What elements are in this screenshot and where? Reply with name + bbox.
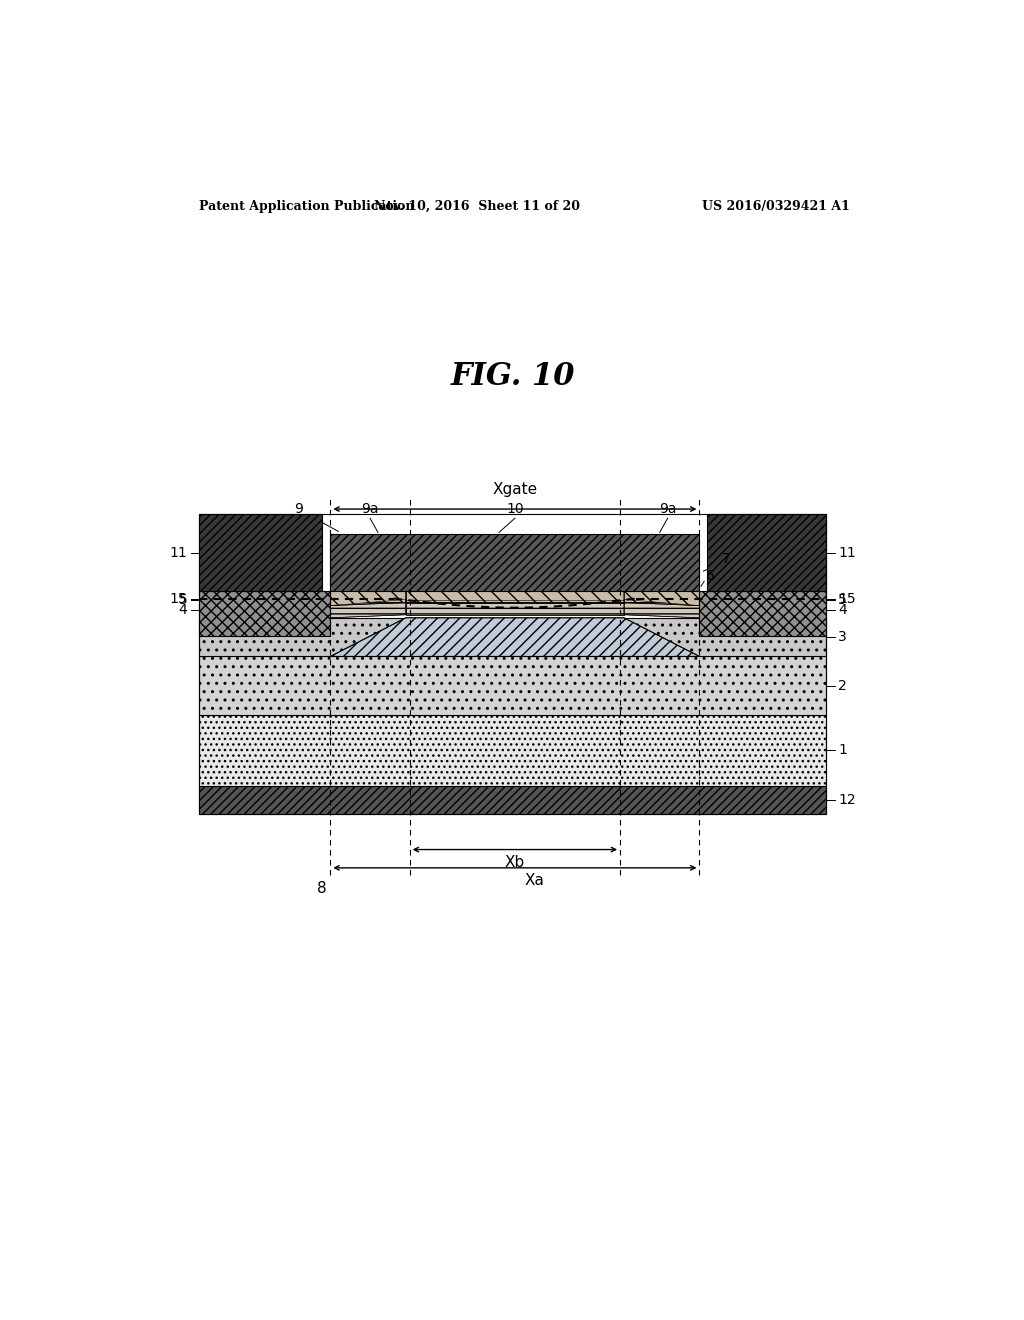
Text: Xa: Xa [524, 873, 545, 888]
Bar [200, 785, 826, 814]
Bar [200, 591, 331, 636]
Bar [200, 591, 331, 606]
Text: 9: 9 [294, 502, 303, 516]
Bar [699, 591, 826, 636]
Bar [406, 585, 624, 602]
Bar [708, 513, 826, 591]
Text: 5: 5 [839, 593, 847, 606]
Bar [200, 618, 826, 656]
Bar [708, 513, 826, 591]
Polygon shape [624, 585, 699, 606]
Text: Xgate: Xgate [493, 482, 538, 496]
Bar [200, 606, 331, 618]
Text: 5: 5 [179, 593, 187, 606]
Text: 2: 2 [839, 678, 847, 693]
Bar [200, 591, 331, 606]
Text: 11: 11 [839, 545, 856, 560]
Text: 11: 11 [170, 545, 187, 560]
Bar [699, 591, 826, 606]
Text: 15: 15 [839, 591, 856, 606]
Text: 7: 7 [722, 552, 730, 566]
Bar [200, 618, 826, 656]
Bar [699, 591, 826, 636]
Bar [331, 535, 699, 591]
Bar [200, 785, 826, 814]
Bar [200, 515, 826, 814]
Text: 8: 8 [316, 880, 327, 896]
Bar [200, 715, 826, 785]
Text: 6: 6 [706, 569, 715, 583]
Bar [331, 535, 699, 591]
Text: 4: 4 [179, 603, 187, 616]
Text: US 2016/0329421 A1: US 2016/0329421 A1 [702, 199, 850, 213]
Bar [406, 599, 624, 615]
Bar [200, 656, 826, 715]
Text: 9a: 9a [658, 502, 677, 516]
Polygon shape [331, 585, 406, 606]
Bar [406, 585, 624, 602]
Bar [200, 591, 331, 636]
Text: 1: 1 [839, 743, 847, 758]
Bar [406, 599, 624, 615]
Bar [699, 591, 826, 606]
Bar [699, 606, 826, 618]
Text: Patent Application Publication: Patent Application Publication [200, 199, 415, 213]
Polygon shape [624, 599, 699, 618]
Text: 9a: 9a [361, 502, 379, 516]
Bar [200, 606, 331, 618]
Bar [699, 606, 826, 618]
Text: Xb: Xb [505, 854, 525, 870]
Text: 3: 3 [839, 630, 847, 644]
Bar [200, 656, 826, 715]
Text: Nov. 10, 2016  Sheet 11 of 20: Nov. 10, 2016 Sheet 11 of 20 [374, 199, 581, 213]
Text: 4: 4 [839, 603, 847, 616]
Text: 12: 12 [839, 793, 856, 807]
Text: FIG. 10: FIG. 10 [451, 362, 575, 392]
Text: 15: 15 [170, 591, 187, 606]
Polygon shape [331, 618, 699, 656]
Bar [200, 513, 323, 591]
Bar [200, 513, 323, 591]
Bar [200, 715, 826, 785]
Polygon shape [331, 599, 406, 618]
Text: 10: 10 [506, 502, 523, 516]
